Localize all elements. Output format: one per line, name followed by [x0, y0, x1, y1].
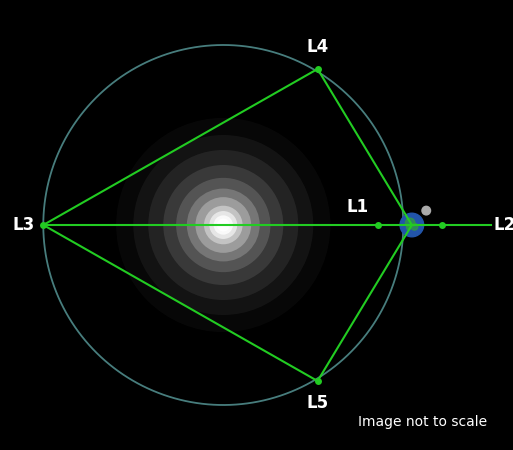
Text: L2: L2 [494, 216, 513, 234]
Text: L4: L4 [306, 38, 329, 56]
Circle shape [204, 206, 243, 244]
Text: L5: L5 [306, 394, 329, 412]
Circle shape [148, 150, 298, 300]
Text: Image not to scale: Image not to scale [358, 415, 487, 429]
Circle shape [209, 211, 237, 239]
Circle shape [220, 221, 227, 229]
Circle shape [213, 216, 233, 234]
Circle shape [406, 225, 411, 230]
Circle shape [422, 206, 430, 215]
Text: L3: L3 [12, 216, 35, 234]
Circle shape [187, 189, 260, 261]
Circle shape [411, 223, 418, 230]
Circle shape [405, 218, 415, 228]
Circle shape [400, 213, 424, 237]
Circle shape [176, 178, 270, 272]
Circle shape [217, 219, 230, 231]
Circle shape [195, 197, 251, 253]
Text: L1: L1 [347, 198, 369, 216]
Circle shape [163, 165, 283, 285]
Circle shape [133, 135, 313, 315]
